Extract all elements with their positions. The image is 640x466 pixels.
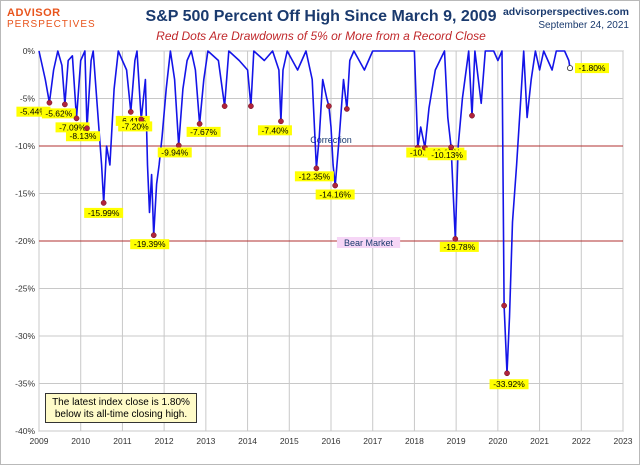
drawdown-label-bg bbox=[118, 121, 153, 132]
y-tick-label: -10% bbox=[15, 141, 35, 151]
drawdown-label: -8.13% bbox=[70, 131, 97, 141]
drawdown-dot bbox=[100, 200, 107, 206]
drawdown-dot bbox=[150, 232, 157, 239]
drawdown-label: -7.67% bbox=[190, 127, 217, 137]
drawdown-label: -7.09% bbox=[59, 122, 86, 132]
y-tick-label: -40% bbox=[15, 426, 35, 436]
drawdown-label: -5.62% bbox=[45, 108, 72, 118]
latest-dot bbox=[567, 65, 574, 72]
x-tick-label: 2011 bbox=[113, 436, 132, 446]
drawdown-dot bbox=[84, 125, 90, 132]
drawdown-label-bg bbox=[186, 126, 221, 137]
drawdown-label: -15.99% bbox=[88, 208, 120, 218]
drawdown-label-bg bbox=[55, 122, 90, 133]
latest-close-note: The latest index close is 1.80% below it… bbox=[45, 393, 197, 423]
drawdown-label-bg bbox=[16, 106, 51, 117]
drawdown-label-bg bbox=[315, 189, 355, 200]
drawdown-dot bbox=[278, 118, 284, 125]
drawdown-label: -9.94% bbox=[161, 147, 188, 157]
drawdown-label-bg bbox=[427, 150, 467, 161]
publish-date: September 24, 2021 bbox=[538, 20, 629, 31]
advisor-perspectives-logo: ADVISOR PERSPECTIVES bbox=[7, 7, 117, 33]
drawdown-dot bbox=[248, 103, 254, 109]
site-url: advisorperspectives.com bbox=[502, 6, 629, 18]
drawdown-dot bbox=[46, 99, 53, 106]
drawdown-label-bg bbox=[439, 241, 479, 252]
x-tick-label: 2010 bbox=[71, 436, 90, 446]
chart-subtitle: Red Dots Are Drawdowns of 5% or More fro… bbox=[156, 29, 486, 43]
x-tick-label: 2012 bbox=[155, 436, 174, 446]
drawdown-dot bbox=[469, 112, 475, 119]
y-tick-label: -5% bbox=[20, 94, 36, 104]
x-tick-label: 2023 bbox=[614, 436, 633, 446]
reference-label: Bear Market bbox=[344, 238, 394, 248]
drawdown-dot bbox=[452, 236, 459, 242]
drawdown-label-bg bbox=[41, 108, 76, 119]
drawdown-dot bbox=[344, 106, 350, 112]
logo-line1: ADVISOR bbox=[7, 7, 61, 19]
reference-label-bg bbox=[336, 237, 401, 248]
latest-label: -1.80% bbox=[579, 63, 606, 73]
drawdown-dot bbox=[127, 109, 134, 115]
y-tick-label: -20% bbox=[15, 236, 35, 246]
drawdown-label-bg bbox=[115, 115, 150, 126]
drawdown-dot bbox=[504, 370, 510, 377]
x-tick-label: 2017 bbox=[363, 436, 382, 446]
drawdown-dot bbox=[448, 144, 454, 151]
drawdown-dot bbox=[501, 302, 507, 309]
drawdown-label-bg bbox=[84, 207, 124, 218]
x-tick-label: 2018 bbox=[405, 436, 424, 446]
drawdown-label-bg bbox=[157, 147, 192, 158]
drawdown-label-bg bbox=[489, 379, 529, 390]
x-tick-label: 2013 bbox=[196, 436, 215, 446]
drawdown-label-bg bbox=[130, 239, 170, 250]
drawdown-label: -7.40% bbox=[261, 125, 288, 135]
x-tick-label: 2021 bbox=[530, 436, 549, 446]
drawdown-label: -12.35% bbox=[299, 171, 331, 181]
drawdown-label: -10.13% bbox=[431, 150, 463, 160]
x-tick-label: 2016 bbox=[322, 436, 341, 446]
latest-label-bg bbox=[575, 63, 610, 74]
drawdown-dot bbox=[313, 165, 320, 172]
drawdown-label: -19.78% bbox=[443, 242, 475, 252]
y-tick-label: -35% bbox=[15, 379, 35, 389]
x-tick-label: 2015 bbox=[280, 436, 299, 446]
drawdown-label: -6.41% bbox=[119, 116, 146, 126]
drawdown-label: -5.44% bbox=[20, 107, 47, 117]
drawdown-dot bbox=[73, 115, 80, 122]
y-tick-label: -15% bbox=[15, 189, 35, 199]
drawdown-label: -7.20% bbox=[122, 121, 149, 131]
drawdown-label-bg bbox=[294, 171, 334, 182]
y-tick-label: 0% bbox=[23, 46, 36, 56]
drawdown-label: -33.92% bbox=[493, 379, 525, 389]
y-tick-label: -25% bbox=[15, 284, 35, 294]
x-tick-label: 2019 bbox=[447, 436, 466, 446]
drawdown-label-bg bbox=[257, 125, 292, 136]
drawdown-dot bbox=[332, 182, 339, 189]
x-tick-label: 2022 bbox=[572, 436, 591, 446]
x-tick-label: 2020 bbox=[488, 436, 507, 446]
drawdown-dot bbox=[221, 103, 228, 109]
logo-line2: PERSPECTIVES bbox=[7, 19, 96, 30]
chart-title: S&P 500 Percent Off High Since March 9, … bbox=[145, 8, 497, 25]
drawdown-dot bbox=[196, 121, 203, 127]
drawdown-label-bg bbox=[65, 131, 100, 142]
drawdown-line bbox=[38, 50, 571, 375]
drawdown-dot bbox=[326, 103, 332, 109]
x-tick-label: 2009 bbox=[30, 436, 49, 446]
drawdown-label: -14.16% bbox=[319, 190, 351, 200]
x-tick-label: 2014 bbox=[238, 436, 257, 446]
drawdown-dot bbox=[62, 101, 68, 108]
drawdown-label: -19.39% bbox=[134, 239, 166, 249]
y-tick-label: -30% bbox=[15, 331, 35, 341]
